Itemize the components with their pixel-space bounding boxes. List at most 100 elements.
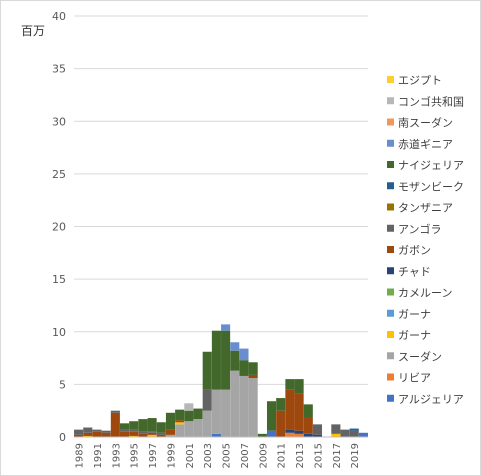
bar-segment-2014-s6 [303,433,313,437]
bar-segment-2000-s11 [175,409,185,421]
bar-segment-1999-s7 [165,429,176,435]
bar-segment-2003-s8 [202,389,212,411]
legend-swatch [387,203,394,211]
legend-swatch [387,394,394,402]
bar-segment-2007-s11 [239,360,249,376]
bar-segment-1997-s11 [147,418,157,432]
bar-segment-1990-s3 [83,435,93,437]
bar-segment-2008-s11 [248,362,258,375]
bar-segment-2008-s2 [248,378,258,437]
legend-label: ガボン [398,244,431,257]
bar-segment-2017-s8 [331,424,341,434]
bar-segment-1998-s8 [156,432,166,435]
bar-segment-1993-s8 [110,410,120,413]
legend-swatch [387,139,394,147]
x-tick-label: 2005 [222,443,233,468]
x-tick-label: 2013 [295,443,306,468]
bar-segment-2019-s10 [349,428,359,431]
bar-segment-2003-s11 [202,351,212,390]
x-tick-label: 2011 [277,443,288,468]
legend: エジプトコンゴ共和国南スーダン赤道ギニアナイジェリアモザンビークタンザニアアンゴ… [387,74,464,406]
bar-segment-1998-s11 [156,422,166,433]
gridlines [74,15,368,385]
bar-segment-1993-s7 [110,412,120,437]
bar-segment-1997-s8 [147,431,157,433]
bar-segment-2003-s2 [202,410,212,437]
x-tick-label: 1991 [93,443,104,468]
bar-segment-1999-s11 [165,412,176,430]
legend-label: ガーナ [398,329,431,342]
bars [74,324,368,437]
bar-segment-1992-s7 [101,432,111,437]
bar-segment-1995-s7 [129,431,139,436]
bar-segment-1991-s8 [92,429,102,432]
x-tick-label: 2001 [185,443,196,468]
bar-segment-2020-s0 [358,432,368,437]
bar-segment-1994-s11 [119,423,130,430]
bar-segment-1997-s3 [147,434,157,437]
legend-label: カメルーン [398,287,452,300]
bar-segment-1990-s7 [83,432,93,436]
bar-segment-1996-s11 [138,419,148,432]
x-tick-label: 2009 [258,443,269,468]
axes: 0 5 10 15 20 25 30 35 40 1989 1991 1993 1995 1997 1999… [52,10,368,468]
bar-segment-2012-s1 [285,432,295,437]
y-axis-unit-label: 百万 [21,24,45,38]
bar-segment-2010-s11 [266,401,277,431]
legend-swatch [387,246,394,253]
bar-segment-2014-s7 [303,417,313,434]
x-tick-label: 2017 [332,443,343,468]
legend-label: ナイジェリア [398,159,464,172]
legend-label: ガーナ [398,308,431,321]
bar-segment-2019-s8 [349,430,359,437]
x-tick-label: 2007 [240,443,251,468]
y-tick-label: 25 [52,168,66,181]
legend-swatch [387,352,394,360]
bar-segment-2001-s2 [184,421,194,437]
y-tick-label: 0 [59,431,66,444]
bar-segment-2009-s11 [257,433,267,437]
bar-segment-1995-s3 [129,435,139,437]
legend-label: アンゴラ [398,222,442,236]
legend-swatch [387,76,394,83]
bar-segment-2001-s11 [184,410,194,422]
legend-swatch [387,224,394,232]
bar-segment-2006-s12 [230,342,240,351]
legend-label: モザンビーク [398,180,464,193]
bar-segment-2006-s11 [230,350,240,371]
bar-segment-2005-s11 [221,330,231,390]
y-tick-label: 40 [52,10,66,23]
bar-segment-2000-s7 [175,420,185,423]
legend-swatch [387,182,394,190]
x-tick-label: 1993 [111,443,122,468]
bar-segment-1999-s2 [165,434,176,437]
bar-segment-2007-s12 [239,348,249,361]
legend-swatch [387,161,394,168]
bar-segment-2013-s1 [294,433,304,437]
y-tick-label: 15 [52,273,66,286]
bar-segment-2007-s2 [239,375,249,437]
legend-swatch [387,373,394,381]
legend-label: リビア [398,372,431,385]
bar-segment-2005-s2 [221,389,231,437]
legend-label: コンゴ共和国 [398,94,464,108]
legend-label: タンザニア [398,202,453,215]
bar-segment-1996-s7 [138,433,148,437]
y-tick-label: 30 [52,115,66,128]
bar-segment-2012-s11 [285,379,295,390]
bar-segment-2011-s11 [276,398,286,411]
x-tick-label: 2003 [203,443,214,468]
legend-swatch [387,118,394,126]
x-tick-label: 2019 [350,443,361,468]
bar-segment-1995-s11 [129,421,139,430]
bar-segment-2018-s8 [340,429,350,437]
bar-segment-2002-s2 [193,419,203,437]
y-tick-label: 5 [59,378,66,391]
bar-segment-1998-s7 [156,434,166,437]
bar-segment-2012-s7 [285,389,295,430]
x-tick-label: 1999 [167,443,178,468]
bar-segment-2004-s11 [211,330,221,390]
bar-segment-2015-s6 [312,434,323,437]
legend-label: チャド [398,265,431,278]
